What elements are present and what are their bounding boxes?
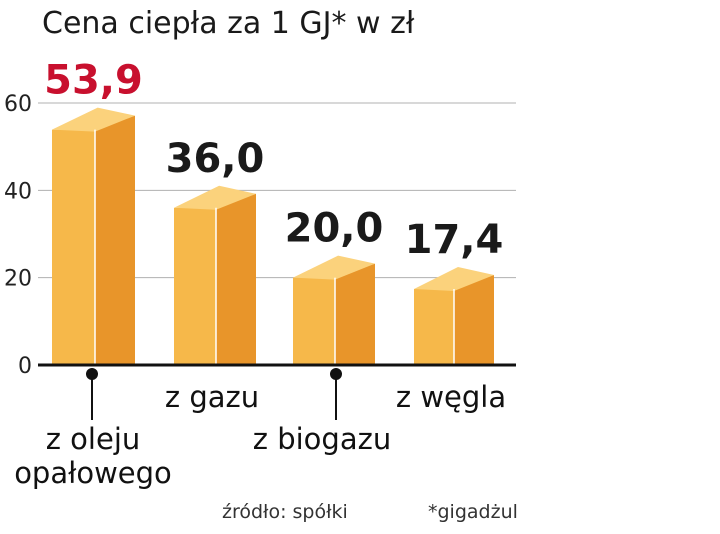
chart-title: Cena ciepła za 1 GJ* w zł	[42, 6, 415, 41]
y-axis-ticks: 0 20 40 60	[4, 92, 32, 379]
bar-4	[414, 267, 494, 365]
category-label-3: z biogazu	[253, 422, 391, 456]
bar-1	[52, 107, 135, 366]
y-tick-label-0: 0	[18, 354, 32, 379]
source-note: źródło: spółki	[222, 501, 348, 523]
category-label-2: z gazu	[165, 380, 259, 414]
bar-top-face	[174, 185, 256, 210]
value-label-4: 17,4	[405, 217, 504, 263]
y-tick-label-20: 20	[4, 267, 32, 292]
y-tick-label-40: 40	[4, 179, 32, 204]
bar-front-face	[52, 129, 95, 365]
bar-top-face	[414, 267, 494, 292]
bar-side-face	[454, 275, 494, 365]
bar-side-face	[95, 115, 135, 366]
bar-2	[174, 185, 256, 365]
bar-top-face	[52, 107, 135, 132]
bar-front-face	[414, 289, 454, 365]
bar-side-face	[216, 193, 256, 365]
value-label-1: 53,9	[44, 58, 143, 104]
bar-top-face	[293, 255, 375, 280]
value-label-3: 20,0	[285, 206, 384, 252]
bar-front-face	[174, 207, 216, 365]
category-label-4: z węgla	[396, 380, 506, 414]
value-labels: 53,9 36,0 20,0 17,4	[44, 58, 503, 263]
category-label-1-line-1: z oleju	[46, 422, 141, 456]
bars	[52, 107, 494, 366]
category-label-1-line-2: opałowego	[14, 456, 172, 490]
bar-side-face	[335, 263, 375, 365]
value-label-2: 36,0	[166, 136, 265, 182]
bar-front-face	[293, 277, 335, 365]
footnote: *gigadżul	[428, 501, 518, 523]
bar-3	[293, 255, 375, 365]
y-tick-label-60: 60	[4, 92, 32, 117]
